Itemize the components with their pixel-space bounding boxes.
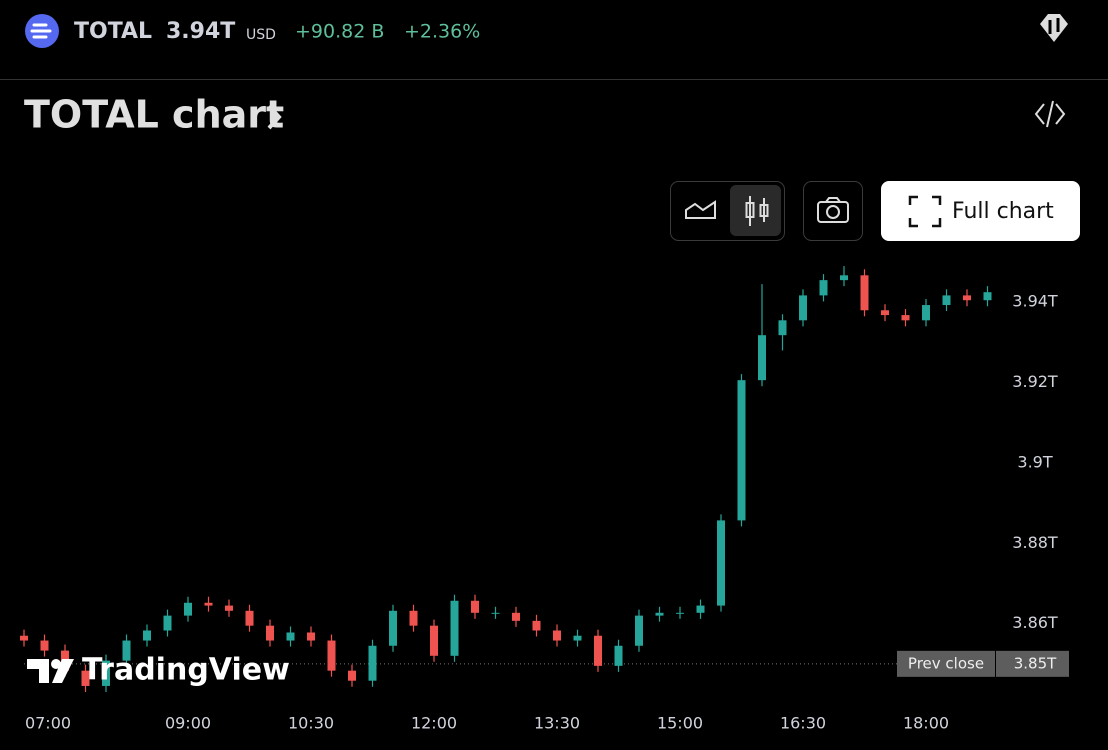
- area-style-button[interactable]: [685, 200, 716, 219]
- candle-body: [717, 520, 725, 606]
- candle-body: [778, 320, 787, 336]
- candle-body: [307, 632, 315, 641]
- candle-body: [758, 335, 766, 381]
- candle-body: [81, 670, 90, 686]
- chart-title[interactable]: TOTAL chart: [24, 93, 284, 137]
- candle-body: [450, 600, 459, 656]
- candle-body: [942, 295, 951, 306]
- candle-body: [983, 292, 992, 301]
- candle-body: [143, 630, 151, 641]
- candle-body: [204, 602, 213, 606]
- candle-body: [573, 635, 582, 641]
- candle-body: [635, 615, 643, 646]
- fullscreen-icon: [908, 195, 942, 228]
- candle-body: [676, 612, 684, 614]
- watermark: TradingView: [82, 653, 290, 688]
- chart-style-group: [670, 181, 785, 241]
- currency: USD: [246, 27, 276, 43]
- candle-body: [532, 620, 541, 631]
- y-tick-label: 3.94T: [1012, 292, 1058, 311]
- prev-close-value-tag: [996, 650, 1069, 677]
- candle-body: [696, 605, 705, 613]
- candle-body: [614, 645, 623, 666]
- y-tick-label: 3.88T: [1012, 533, 1058, 552]
- chart-type-icon[interactable]: [1040, 14, 1068, 42]
- candle-body: [881, 310, 889, 316]
- candle-body: [655, 612, 664, 616]
- candle-body: [348, 670, 356, 681]
- candle-body: [430, 625, 438, 656]
- embed-icon[interactable]: [1034, 100, 1066, 128]
- x-tick-label: 12:00: [411, 714, 457, 733]
- candle-body: [860, 275, 869, 311]
- title-arrow[interactable]: [267, 104, 282, 130]
- x-tick-label: 09:00: [165, 714, 211, 733]
- x-tick-label: 15:00: [657, 714, 703, 733]
- candle-body: [245, 610, 254, 626]
- snapshot-button[interactable]: [803, 181, 863, 241]
- candle-body: [819, 280, 828, 296]
- candle-style-button[interactable]: [730, 185, 781, 236]
- candle-body: [225, 605, 233, 611]
- candle-body: [737, 380, 746, 521]
- prev-close-value: 3.85T: [1014, 654, 1057, 672]
- full-chart-button[interactable]: [881, 181, 1080, 241]
- symbol: TOTAL: [74, 19, 152, 44]
- x-tick-label: 13:30: [534, 714, 580, 733]
- candle-body: [491, 612, 500, 614]
- candle-body: [389, 610, 397, 646]
- x-tick-label: 18:00: [903, 714, 949, 733]
- candle-body: [901, 315, 910, 321]
- y-tick-label: 3.92T: [1012, 372, 1058, 391]
- watermark-logo: [27, 659, 74, 683]
- prev-close-tag: [897, 650, 995, 677]
- candle-body: [40, 640, 49, 651]
- prev-close-text: Prev close: [908, 654, 984, 672]
- change: +90.82 B: [295, 21, 384, 43]
- candle-body: [102, 660, 110, 686]
- x-tick-label: 10:30: [288, 714, 334, 733]
- candle-icon: [745, 196, 769, 226]
- x-tick-label: 07:00: [25, 714, 71, 733]
- candle-body: [963, 295, 971, 301]
- candle-body: [184, 602, 192, 616]
- change-percent: +2.36%: [404, 21, 480, 43]
- candle-body: [122, 640, 131, 661]
- candle-body: [471, 600, 479, 613]
- symbol-logo[interactable]: [25, 14, 59, 48]
- candle-body: [840, 275, 848, 281]
- candle-body: [163, 615, 172, 631]
- camera-icon: [817, 197, 849, 223]
- candle-body: [553, 630, 561, 641]
- price: 3.94T: [166, 19, 235, 44]
- candle-body: [409, 610, 418, 626]
- candle-body: [799, 295, 807, 321]
- candle-body: [922, 305, 930, 321]
- candle-body: [368, 645, 377, 681]
- plot-area: 3.86T 3.88T 3.9T 3.92T 3.94T 07:00 09:00 10:30 1…: [20, 266, 1069, 733]
- y-tick-label: 3.86T: [1012, 613, 1058, 632]
- candle-body: [286, 632, 295, 641]
- candle-body: [266, 625, 274, 641]
- x-tick-label: 16:30: [780, 714, 826, 733]
- candle-body: [327, 640, 336, 671]
- y-tick-label: 3.9T: [1017, 452, 1052, 471]
- candle-body: [512, 612, 520, 621]
- candle-body: [20, 635, 28, 641]
- full-chart-label: Full chart: [952, 199, 1054, 224]
- candle-body: [594, 635, 602, 666]
